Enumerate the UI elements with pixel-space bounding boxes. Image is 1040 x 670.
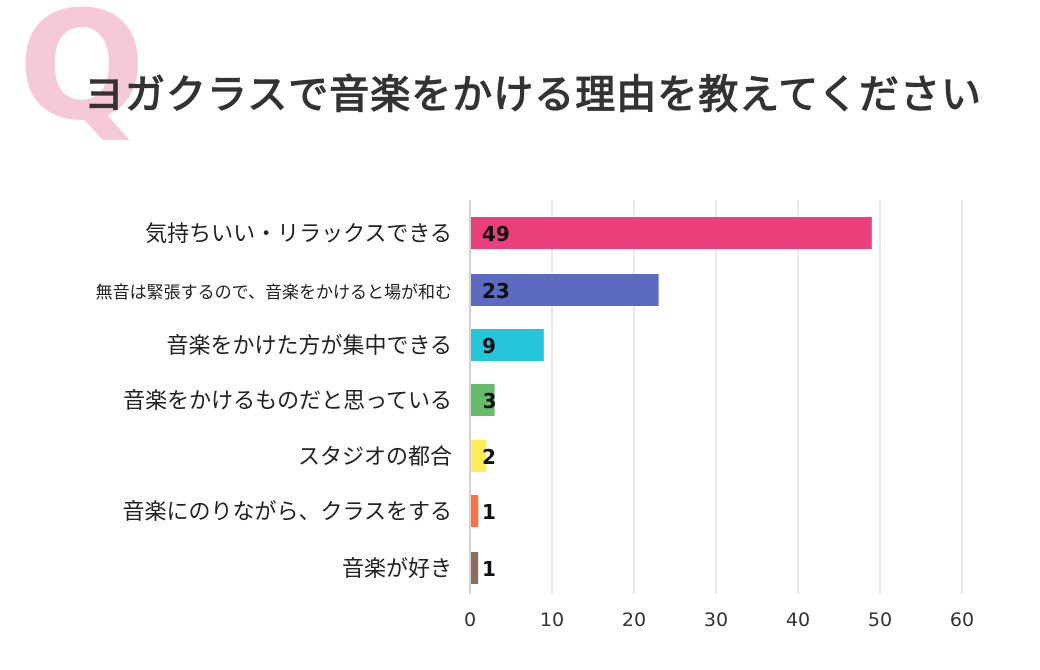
category-label: 気持ちいい・リラックスできる bbox=[145, 222, 452, 247]
category-label: 音楽をかけた方が集中できる bbox=[166, 334, 452, 359]
x-tick-label: 10 bbox=[540, 609, 564, 631]
category-label: スタジオの都合 bbox=[298, 445, 452, 470]
data-label: 2 bbox=[482, 445, 496, 469]
x-tick-label: 30 bbox=[704, 609, 728, 631]
category-label: 音楽をかけるものだと思っている bbox=[123, 389, 452, 414]
x-tick-label: 20 bbox=[622, 609, 646, 631]
data-label: 3 bbox=[483, 389, 497, 413]
x-tick-label: 40 bbox=[786, 609, 810, 631]
page-title: ヨガクラスで音楽をかける理由を教えてください bbox=[84, 72, 982, 118]
bar bbox=[471, 329, 544, 361]
data-label: 23 bbox=[482, 279, 510, 303]
bar bbox=[471, 552, 479, 584]
x-tick-label: 0 bbox=[464, 609, 476, 631]
category-label: 音楽が好き bbox=[342, 557, 452, 582]
data-label: 1 bbox=[482, 500, 496, 524]
bar bbox=[471, 384, 495, 416]
x-tick-label: 60 bbox=[950, 609, 974, 631]
q-mark: Q bbox=[18, 0, 146, 154]
data-label: 49 bbox=[482, 222, 510, 246]
bar bbox=[471, 495, 479, 527]
bar bbox=[471, 440, 487, 472]
bar bbox=[471, 274, 659, 306]
category-label: 無音は緊張するので、音楽をかけると場が和む bbox=[96, 283, 452, 303]
data-label: 1 bbox=[482, 557, 496, 581]
bar bbox=[471, 217, 872, 249]
x-tick-label: 50 bbox=[868, 609, 892, 631]
category-label: 音楽にのりながら、クラスをする bbox=[122, 500, 452, 525]
data-label: 9 bbox=[482, 334, 496, 358]
